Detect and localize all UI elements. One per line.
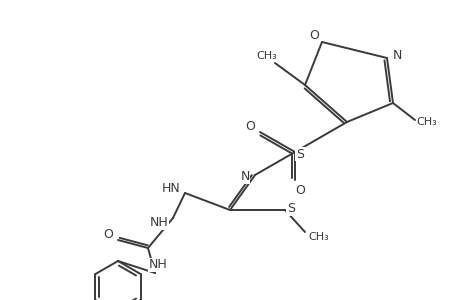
- Text: HN: HN: [161, 182, 180, 196]
- Text: CH₃: CH₃: [256, 51, 277, 61]
- Text: O: O: [308, 28, 318, 41]
- Text: CH₃: CH₃: [308, 232, 329, 242]
- Text: O: O: [245, 119, 254, 133]
- Text: S: S: [286, 202, 294, 215]
- Text: O: O: [294, 184, 304, 196]
- Text: O: O: [103, 229, 113, 242]
- Text: CH₃: CH₃: [416, 117, 437, 127]
- Text: N: N: [392, 49, 401, 62]
- Text: S: S: [295, 148, 303, 160]
- Text: N: N: [240, 170, 249, 184]
- Text: NH: NH: [149, 217, 168, 230]
- Text: NH: NH: [148, 259, 167, 272]
